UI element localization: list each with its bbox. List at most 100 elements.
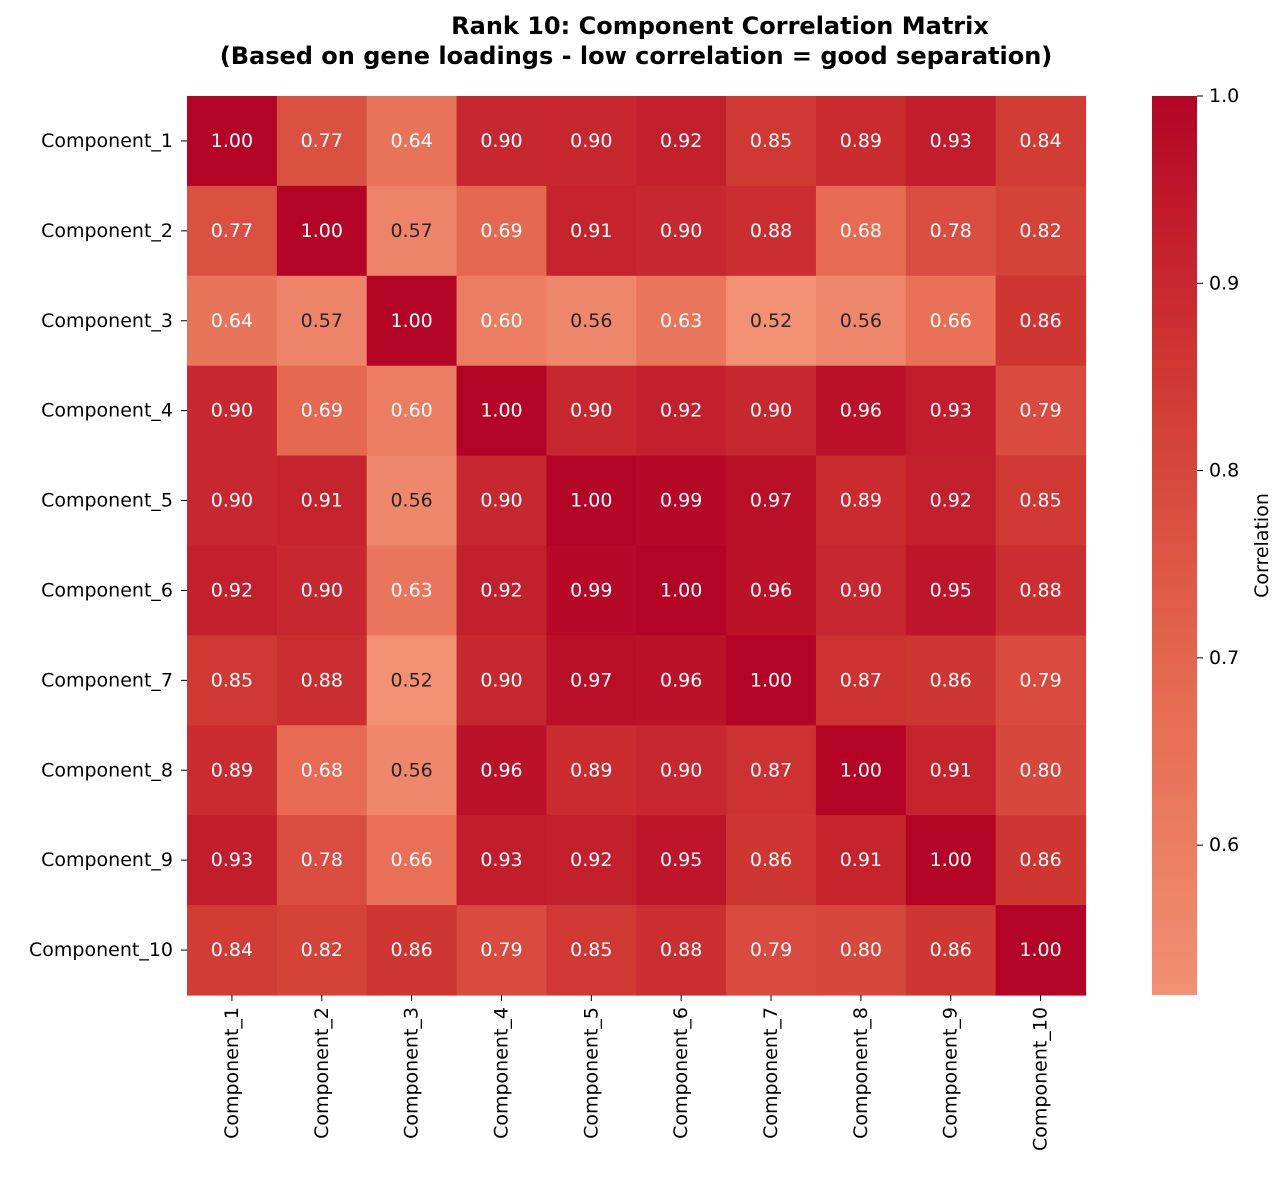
x-tick-label: Component_4 xyxy=(490,1007,512,1139)
heatmap-cell xyxy=(905,545,997,636)
heatmap-cell xyxy=(276,96,368,187)
heatmap-cell xyxy=(546,275,637,367)
cell-value-label: 0.86 xyxy=(750,849,792,871)
cell-value-label: 0.80 xyxy=(840,939,882,961)
heatmap-cell xyxy=(276,185,368,277)
cell-value-label: 0.86 xyxy=(390,939,432,961)
heatmap-cell xyxy=(815,725,907,816)
colorbar-tick-label: 0.9 xyxy=(1209,272,1239,294)
cell-value-label: 0.91 xyxy=(301,490,343,512)
cell-value-label: 0.64 xyxy=(390,130,432,152)
heatmap-cell xyxy=(815,905,907,996)
colorbar-label: Correlation xyxy=(1251,493,1273,598)
heatmap-cell xyxy=(905,275,997,367)
cell-value-label: 0.92 xyxy=(660,400,702,422)
cell-value-label: 0.79 xyxy=(480,939,522,961)
heatmap-cell xyxy=(546,545,637,636)
cell-value-label: 0.85 xyxy=(211,669,253,691)
cell-value-label: 0.85 xyxy=(750,130,792,152)
heatmap-cell xyxy=(187,185,278,277)
cell-value-label: 0.90 xyxy=(570,130,612,152)
cell-value-label: 0.86 xyxy=(1019,849,1061,871)
cell-value-label: 0.89 xyxy=(840,490,882,512)
cell-value-label: 0.90 xyxy=(840,579,882,601)
cell-value-label: 0.68 xyxy=(840,220,882,242)
x-tick-label: Component_1 xyxy=(221,1007,243,1139)
heatmap-cell xyxy=(905,455,997,547)
heatmap-cell xyxy=(815,545,907,636)
heatmap-cell xyxy=(276,905,368,996)
heatmap-cell xyxy=(456,815,547,906)
heatmap-cell xyxy=(366,725,458,816)
cell-value-label: 0.86 xyxy=(930,939,972,961)
heatmap-cell xyxy=(905,905,997,996)
y-tick-label: Component_1 xyxy=(41,130,173,152)
heatmap-cell xyxy=(815,635,907,726)
heatmap-cell xyxy=(366,635,458,726)
cell-value-label: 0.90 xyxy=(480,669,522,691)
heatmap-cell xyxy=(995,725,1087,816)
cell-value-label: 0.92 xyxy=(660,130,702,152)
cell-value-label: 0.96 xyxy=(660,669,702,691)
cell-value-label: 0.88 xyxy=(660,939,702,961)
heatmap-cell xyxy=(187,905,278,996)
cell-value-label: 1.00 xyxy=(480,400,522,422)
cell-value-label: 0.90 xyxy=(660,759,702,781)
colorbar-tick-label: 1.0 xyxy=(1209,85,1239,107)
heatmap-cell xyxy=(995,455,1087,547)
cell-value-label: 0.78 xyxy=(930,220,972,242)
cell-value-label: 0.85 xyxy=(1019,490,1061,512)
heatmap-cell xyxy=(187,725,278,816)
heatmap-cell xyxy=(276,365,368,457)
heatmap-cell xyxy=(187,275,278,367)
cell-value-label: 0.60 xyxy=(480,310,522,332)
cell-value-label: 0.77 xyxy=(211,220,253,242)
cell-value-label: 0.91 xyxy=(570,220,612,242)
heatmap-cell xyxy=(366,815,458,906)
cell-value-label: 1.00 xyxy=(390,310,432,332)
heatmap-cell xyxy=(636,815,727,906)
x-tick-label: Component_5 xyxy=(580,1007,602,1139)
cell-value-label: 0.86 xyxy=(1019,310,1061,332)
heatmap-cell xyxy=(636,455,727,547)
heatmap-cell xyxy=(187,815,278,906)
cell-value-label: 0.96 xyxy=(750,579,792,601)
x-tick-label: Component_8 xyxy=(850,1007,872,1139)
cell-value-label: 1.00 xyxy=(211,130,253,152)
cell-value-label: 0.93 xyxy=(930,400,972,422)
heatmap-cell xyxy=(995,185,1087,277)
heatmap-cell xyxy=(905,185,997,277)
cell-value-label: 0.86 xyxy=(930,669,972,691)
cell-value-label: 0.79 xyxy=(1019,400,1061,422)
heatmap-cell xyxy=(815,185,907,277)
cell-value-label: 0.96 xyxy=(480,759,522,781)
x-tick-label: Component_7 xyxy=(760,1007,782,1139)
heatmap-cell xyxy=(995,905,1087,996)
cell-value-label: 0.90 xyxy=(570,400,612,422)
heatmap-cell xyxy=(726,96,817,187)
heatmap-cell xyxy=(366,96,458,187)
heatmap-cell xyxy=(995,275,1087,367)
heatmap-annotations: 1.00 0.77 0.64 0.90 0.90 0.92 0.85 0.89 0.93 0.84… xyxy=(211,130,1062,961)
heatmap-cell xyxy=(187,96,278,187)
heatmap-cell xyxy=(456,365,547,457)
cell-value-label: 1.00 xyxy=(1019,939,1061,961)
heatmap-cell xyxy=(636,545,727,636)
cell-value-label: 0.88 xyxy=(750,220,792,242)
heatmap-cell xyxy=(726,275,817,367)
cell-value-label: 0.69 xyxy=(480,220,522,242)
heatmap-cells xyxy=(187,96,1087,996)
cell-value-label: 1.00 xyxy=(930,849,972,871)
cell-value-label: 0.92 xyxy=(211,579,253,601)
cell-value-label: 0.64 xyxy=(211,310,253,332)
cell-value-label: 1.00 xyxy=(660,579,702,601)
heatmap-cell xyxy=(726,455,817,547)
heatmap-cell xyxy=(187,455,278,547)
x-tick-label: Component_6 xyxy=(670,1007,692,1139)
cell-value-label: 0.99 xyxy=(570,579,612,601)
cell-value-label: 0.92 xyxy=(930,490,972,512)
cell-value-label: 0.88 xyxy=(1019,579,1061,601)
y-tick-label: Component_2 xyxy=(41,220,173,242)
heatmap-cell xyxy=(636,635,727,726)
